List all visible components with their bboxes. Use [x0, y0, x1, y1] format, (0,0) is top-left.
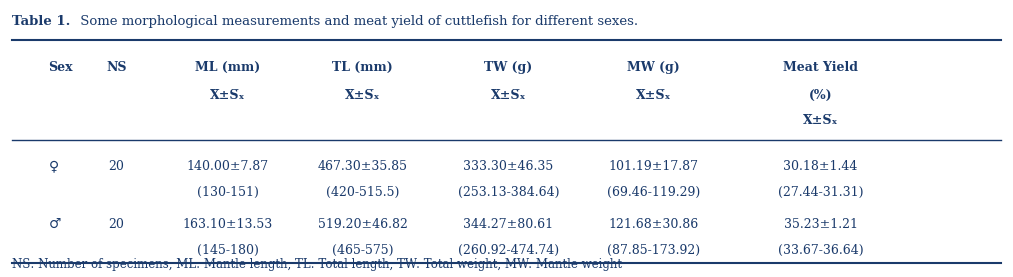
Text: 20: 20 — [108, 160, 125, 173]
Text: (253.13-384.64): (253.13-384.64) — [458, 186, 559, 199]
Text: MW (g): MW (g) — [627, 61, 680, 74]
Text: X̅±S̅ₓ: X̅±S̅ₓ — [490, 89, 527, 102]
Text: 20: 20 — [108, 218, 125, 231]
Text: (27.44-31.31): (27.44-31.31) — [778, 186, 863, 199]
Text: 35.23±1.21: 35.23±1.21 — [783, 218, 858, 231]
Text: (69.46-119.29): (69.46-119.29) — [607, 186, 700, 199]
Text: (%): (%) — [808, 89, 833, 102]
Text: 101.19±17.87: 101.19±17.87 — [609, 160, 698, 173]
Text: (130-151): (130-151) — [197, 186, 259, 199]
Text: (87.85-173.92): (87.85-173.92) — [607, 244, 700, 257]
Text: (260.92-474.74): (260.92-474.74) — [458, 244, 559, 257]
Text: TW (g): TW (g) — [484, 61, 533, 74]
Text: 163.10±13.53: 163.10±13.53 — [182, 218, 274, 231]
Text: ♂: ♂ — [49, 217, 61, 231]
Text: (145-180): (145-180) — [197, 244, 259, 257]
Text: X̅±S̅ₓ: X̅±S̅ₓ — [344, 89, 381, 102]
Text: X̅±S̅ₓ: X̅±S̅ₓ — [802, 114, 839, 127]
Text: TL (mm): TL (mm) — [332, 61, 393, 74]
Text: 519.20±46.82: 519.20±46.82 — [318, 218, 407, 231]
Text: Some morphological measurements and meat yield of cuttlefish for different sexes: Some morphological measurements and meat… — [76, 15, 638, 28]
Text: Table 1.: Table 1. — [12, 15, 71, 28]
Text: X̅±S̅ₓ: X̅±S̅ₓ — [210, 89, 246, 102]
Text: 344.27±80.61: 344.27±80.61 — [464, 218, 553, 231]
Text: NS: Number of specimens, ML: Mantle length, TL: Total length, TW: Total weight, : NS: Number of specimens, ML: Mantle leng… — [12, 258, 622, 271]
Text: Meat Yield: Meat Yield — [783, 61, 858, 74]
Text: 467.30±35.85: 467.30±35.85 — [318, 160, 407, 173]
Text: ML (mm): ML (mm) — [196, 61, 260, 74]
Text: X̅±S̅ₓ: X̅±S̅ₓ — [635, 89, 672, 102]
Text: 121.68±30.86: 121.68±30.86 — [608, 218, 699, 231]
Text: (465-575): (465-575) — [332, 244, 393, 257]
Text: (33.67-36.64): (33.67-36.64) — [778, 244, 863, 257]
Text: NS: NS — [106, 61, 127, 74]
Text: 140.00±7.87: 140.00±7.87 — [186, 160, 269, 173]
Text: 30.18±1.44: 30.18±1.44 — [783, 160, 858, 173]
Text: 333.30±46.35: 333.30±46.35 — [463, 160, 554, 173]
Text: Sex: Sex — [49, 61, 73, 74]
Text: (420-515.5): (420-515.5) — [326, 186, 399, 199]
Text: ♀: ♀ — [49, 159, 59, 173]
